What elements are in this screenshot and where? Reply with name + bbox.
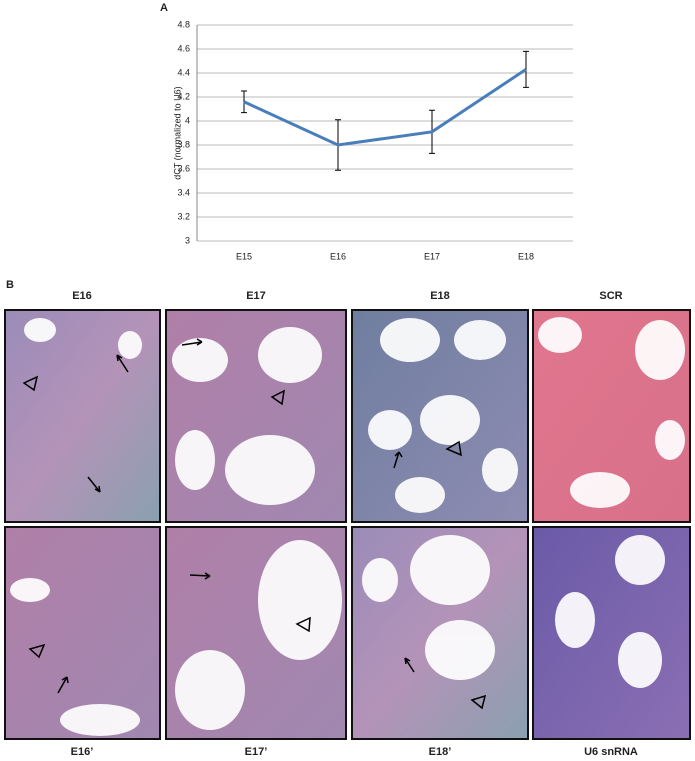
y-tick-label: 3.2: [177, 211, 190, 221]
image-label: E17’: [245, 746, 268, 758]
image-label: SCR: [599, 290, 622, 302]
image-label: E16’: [71, 746, 94, 758]
lumen-spaces: [10, 317, 685, 736]
annotation-arrows: [22, 338, 487, 710]
panel-label: A: [160, 2, 168, 14]
y-tick-label: 4.4: [177, 67, 190, 77]
y-tick-label: 3.6: [177, 163, 190, 173]
image-label: E16: [72, 290, 92, 302]
image-label: E17: [246, 290, 266, 302]
x-tick-label: E17: [424, 251, 440, 261]
y-tick-label: 4.2: [177, 91, 190, 101]
image-label: E18’: [429, 746, 452, 758]
series-line: [243, 68, 527, 147]
y-tick-label: 4.8: [177, 19, 190, 29]
x-tick-label: E18: [518, 251, 534, 261]
y-tick-label: 3: [185, 235, 190, 245]
x-tick-label: E16: [330, 251, 346, 261]
y-axis-label: dCT (normalized to U6): [172, 86, 182, 179]
image-label: E18: [430, 290, 450, 302]
x-tick-label: E15: [236, 251, 252, 261]
y-tick-label: 4.6: [177, 43, 190, 53]
y-tick-label: 3.8: [177, 139, 190, 149]
y-tick-label: 4: [185, 115, 190, 125]
panel-label: B: [6, 279, 14, 291]
image-label: U6 snRNA: [584, 746, 638, 758]
micrograph-grid: [4, 309, 691, 740]
y-tick-label: 3.4: [177, 187, 190, 197]
